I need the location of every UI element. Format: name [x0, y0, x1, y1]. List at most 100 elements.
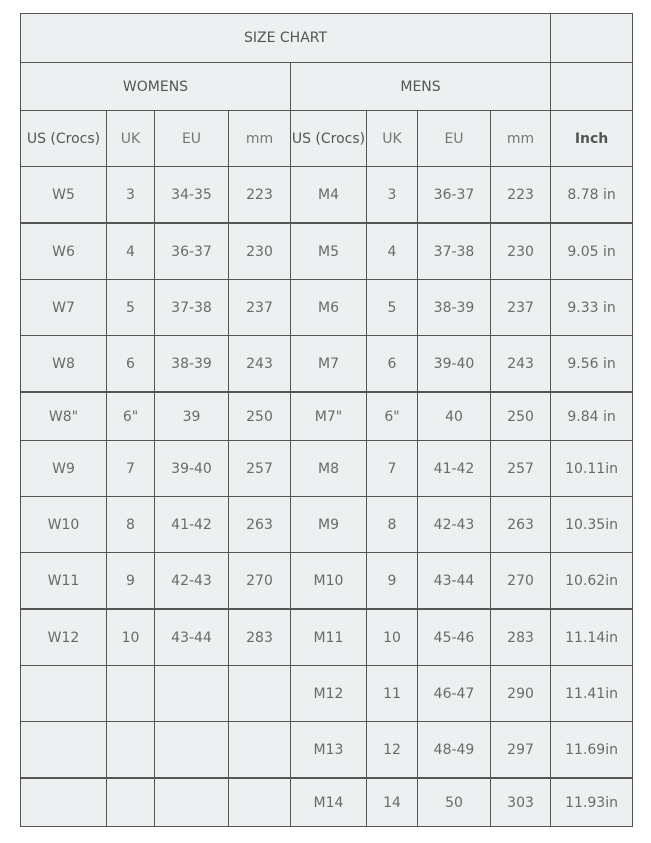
column-header: EU [417, 110, 491, 167]
table-cell: 46-47 [417, 665, 491, 722]
column-header: UK [366, 110, 418, 167]
table-cell: 37-38 [154, 279, 229, 336]
table-cell: 39-40 [154, 440, 229, 497]
table-cell: 270 [228, 552, 291, 610]
table-cell [106, 721, 155, 779]
table-cell [228, 777, 291, 827]
table-row: W7 5 37-38 237 M6 5 38-39 237 9.33 in [20, 279, 634, 336]
empty-cell [550, 13, 634, 63]
table-cell [228, 721, 291, 779]
table-cell [228, 665, 291, 722]
table-cell: 11.14in [550, 608, 634, 666]
table-cell: 263 [228, 496, 291, 553]
table-cell: 39-40 [417, 335, 491, 393]
table-cell: W9 [20, 440, 107, 497]
column-header: mm [228, 110, 291, 167]
table-cell: 250 [489, 391, 552, 441]
table-cell: 9 [366, 552, 418, 610]
table-row: W12 10 43-44 283 M11 10 45-46 283 11.14in [20, 608, 634, 666]
table-cell: M9 [290, 496, 367, 553]
table-cell: 270 [489, 552, 552, 610]
table-cell: 6" [106, 391, 155, 441]
table-cell: 11.69in [550, 721, 634, 779]
table-row: W8 6 38-39 243 M7 6 39-40 243 9.56 in [20, 335, 634, 393]
table-cell: 9.84 in [550, 391, 634, 441]
table-row: W9 7 39-40 257 M8 7 41-42 257 10.11in [20, 440, 634, 497]
table-row: W11 9 42-43 270 M10 9 43-44 270 10.62in [20, 552, 634, 610]
table-cell: 38-39 [154, 335, 229, 393]
table-cell: 10 [106, 608, 155, 666]
table-cell: 7 [366, 440, 418, 497]
table-cell: 41-42 [417, 440, 491, 497]
table-cell [154, 665, 229, 722]
table-cell [154, 777, 229, 827]
table-cell: 9.05 in [550, 222, 634, 280]
empty-cell [550, 62, 634, 111]
table-cell: 43-44 [154, 608, 229, 666]
table-cell: 243 [489, 335, 552, 393]
table-cell: 257 [228, 440, 291, 497]
table-cell: 36-37 [417, 166, 491, 224]
table-row: M12 11 46-47 290 11.41in [20, 665, 634, 722]
table-cell: 10.35in [550, 496, 634, 553]
table-cell: 230 [489, 222, 552, 280]
table-cell: M12 [290, 665, 367, 722]
table-cell [106, 665, 155, 722]
table-cell: 4 [366, 222, 418, 280]
table-cell: 42-43 [417, 496, 491, 553]
table-cell: 303 [489, 777, 552, 827]
table-cell: 11.41in [550, 665, 634, 722]
table-cell: 8 [366, 496, 418, 553]
mens-header: MENS [289, 62, 552, 111]
table-cell: 283 [489, 608, 552, 666]
size-chart-title: SIZE CHART [19, 13, 552, 63]
table-cell: 34-35 [154, 166, 229, 224]
column-header: UK [106, 110, 155, 167]
table-cell: 36-37 [154, 222, 229, 280]
table-cell: 40 [417, 391, 491, 441]
table-cell: M10 [290, 552, 367, 610]
table-cell: 237 [228, 279, 291, 336]
table-cell [20, 777, 107, 827]
table-cell: M13 [290, 721, 367, 779]
table-cell [20, 665, 107, 722]
table-cell: 297 [489, 721, 552, 779]
table-cell: 8.78 in [550, 166, 634, 224]
table-row: M14 14 50 303 11.93in [20, 777, 634, 827]
table-cell: W11 [20, 552, 107, 610]
table-cell: W6 [20, 222, 107, 280]
table-cell: 50 [417, 777, 491, 827]
table-cell: W7 [20, 279, 107, 336]
table-cell: 11 [366, 665, 418, 722]
table-row: W6 4 36-37 230 M5 4 37-38 230 9.05 in [20, 222, 634, 280]
table-cell: M11 [290, 608, 367, 666]
table-cell: 42-43 [154, 552, 229, 610]
table-cell: W10 [20, 496, 107, 553]
table-cell: 9 [106, 552, 155, 610]
column-header: Inch [550, 110, 634, 167]
table-cell: 7 [106, 440, 155, 497]
table-row: M13 12 48-49 297 11.69in [20, 721, 634, 779]
table-cell: W12 [20, 608, 107, 666]
table-cell: 283 [228, 608, 291, 666]
table-cell: 5 [366, 279, 418, 336]
table-cell: M7 [290, 335, 367, 393]
table-cell: 3 [106, 166, 155, 224]
table-cell: 6 [106, 335, 155, 393]
table-cell: 8 [106, 496, 155, 553]
table-cell: M4 [290, 166, 367, 224]
table-cell: 290 [489, 665, 552, 722]
table-cell: 257 [489, 440, 552, 497]
column-header: US (Crocs) [20, 110, 107, 167]
column-header: US (Crocs) [290, 110, 367, 167]
table-row: W8" 6" 39 250 M7" 6" 40 250 9.84 in [20, 391, 634, 441]
table-cell: 39 [154, 391, 229, 441]
table-cell [154, 721, 229, 779]
table-cell: 43-44 [417, 552, 491, 610]
table-cell: 10 [366, 608, 418, 666]
table-cell: 45-46 [417, 608, 491, 666]
table-cell: 48-49 [417, 721, 491, 779]
table-cell: 14 [366, 777, 418, 827]
table-cell: 12 [366, 721, 418, 779]
table-cell: 41-42 [154, 496, 229, 553]
